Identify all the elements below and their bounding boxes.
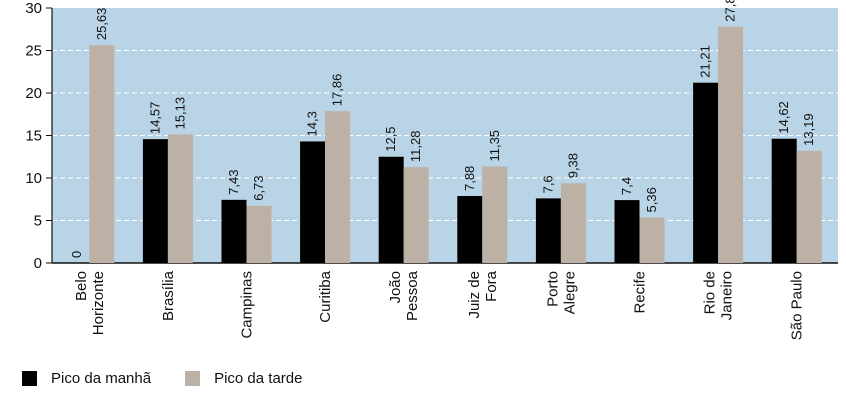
- bar-morning: [378, 156, 404, 263]
- category-label: João: [387, 271, 404, 304]
- data-label: 14,3: [305, 111, 320, 136]
- data-label: 13,19: [801, 113, 816, 146]
- category-label: Campinas: [239, 271, 256, 339]
- bar-afternoon: [718, 26, 744, 264]
- category-label: Juiz de: [466, 271, 483, 319]
- y-tick-label: 25: [25, 43, 42, 60]
- data-label: 27,8: [723, 0, 738, 22]
- data-label: 7,4: [619, 177, 634, 195]
- data-label: 11,35: [487, 130, 502, 162]
- bar-afternoon: [560, 183, 586, 263]
- bar-afternoon: [639, 217, 665, 263]
- bar-afternoon: [403, 167, 429, 263]
- category-label: Curitiba: [317, 270, 334, 322]
- bar-afternoon: [167, 134, 193, 263]
- category-label: São Paulo: [789, 271, 806, 340]
- bar-morning: [771, 138, 797, 263]
- bar-afternoon: [482, 166, 508, 263]
- y-tick-label: 5: [34, 213, 42, 230]
- data-label: 12,5: [383, 126, 398, 151]
- y-tick-label: 10: [25, 170, 42, 187]
- category-label: Belo: [73, 271, 90, 301]
- data-label: 14,57: [147, 102, 162, 135]
- data-label: 11,28: [408, 131, 423, 163]
- category-label: Brasília: [160, 270, 177, 321]
- bar-afternoon: [89, 45, 115, 263]
- data-label: 17,86: [330, 74, 345, 107]
- legend: Pico da manhã Pico da tarde: [22, 370, 336, 387]
- bar-morning: [142, 139, 168, 263]
- category-label: Recife: [632, 271, 649, 314]
- y-tick-label: 15: [25, 128, 42, 145]
- data-label: 15,13: [172, 97, 187, 130]
- bar-morning: [693, 82, 719, 263]
- data-label: 7,43: [226, 170, 241, 195]
- data-label: 14,62: [776, 101, 791, 134]
- y-tick-label: 30: [25, 0, 42, 17]
- bar-morning: [221, 199, 247, 263]
- legend-label-afternoon: Pico da tarde: [214, 370, 303, 387]
- data-label: 25,63: [94, 8, 109, 41]
- bar-morning: [457, 196, 483, 263]
- bar-morning: [535, 198, 561, 263]
- category-label: Rio de: [702, 271, 719, 314]
- data-label: 9,38: [565, 153, 580, 178]
- data-label: 5,36: [644, 187, 659, 212]
- labels: 0 25,63 Belo Horizonte 14,57 15,13 Brasília 7,4…: [69, 0, 816, 340]
- data-label: 7,88: [462, 166, 477, 191]
- bar-afternoon: [246, 205, 272, 263]
- category-label: Pessoa: [404, 270, 421, 321]
- data-label: 7,6: [540, 175, 555, 193]
- bar-morning: [300, 141, 326, 263]
- bar-morning: [614, 200, 640, 263]
- legend-item-afternoon: Pico da tarde: [185, 370, 302, 387]
- category-label: Alegre: [561, 271, 578, 314]
- category-label: Horizonte: [90, 271, 107, 335]
- legend-label-morning: Pico da manhã: [51, 370, 152, 387]
- bar-afternoon: [325, 111, 351, 263]
- y-tick-label: 0: [34, 255, 42, 272]
- legend-swatch-morning: [22, 371, 37, 386]
- category-label: Porto: [544, 271, 561, 307]
- data-label: 21,21: [698, 45, 713, 78]
- data-label: 0: [69, 251, 84, 258]
- legend-item-morning: Pico da manhã: [22, 370, 151, 387]
- data-label: 6,73: [251, 175, 266, 200]
- category-label: Fora: [483, 270, 500, 302]
- y-tick-label: 20: [25, 85, 42, 102]
- legend-swatch-afternoon: [185, 371, 201, 386]
- bar-afternoon: [796, 150, 822, 263]
- bars: [89, 26, 822, 264]
- category-label: Janeiro: [719, 271, 736, 320]
